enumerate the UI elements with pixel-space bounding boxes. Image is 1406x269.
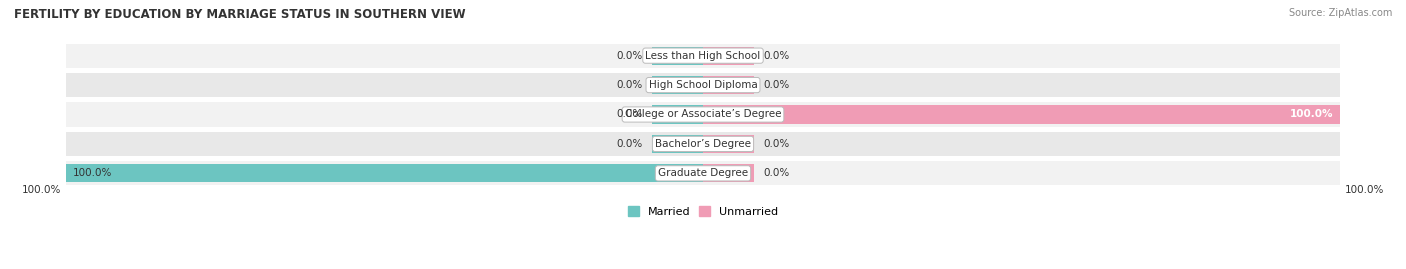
- Bar: [703, 164, 754, 182]
- Text: Source: ZipAtlas.com: Source: ZipAtlas.com: [1288, 8, 1392, 18]
- Text: Bachelor’s Degree: Bachelor’s Degree: [655, 139, 751, 149]
- Text: 100.0%: 100.0%: [1346, 185, 1385, 195]
- Text: 100.0%: 100.0%: [72, 168, 111, 178]
- Bar: [66, 164, 703, 182]
- Text: College or Associate’s Degree: College or Associate’s Degree: [624, 109, 782, 119]
- Bar: [66, 73, 1340, 97]
- Text: 0.0%: 0.0%: [616, 51, 643, 61]
- Bar: [703, 76, 754, 94]
- Text: 0.0%: 0.0%: [763, 51, 790, 61]
- Bar: [703, 47, 754, 65]
- Text: 100.0%: 100.0%: [1291, 109, 1334, 119]
- Legend: Married, Unmarried: Married, Unmarried: [623, 202, 783, 221]
- Text: 0.0%: 0.0%: [616, 139, 643, 149]
- Bar: [652, 135, 703, 153]
- Bar: [66, 161, 1340, 185]
- Bar: [703, 135, 754, 153]
- Bar: [652, 47, 703, 65]
- Text: Graduate Degree: Graduate Degree: [658, 168, 748, 178]
- Bar: [652, 105, 703, 124]
- Bar: [66, 102, 1340, 126]
- Text: Less than High School: Less than High School: [645, 51, 761, 61]
- Text: 0.0%: 0.0%: [763, 80, 790, 90]
- Bar: [652, 76, 703, 94]
- Text: 0.0%: 0.0%: [616, 80, 643, 90]
- Bar: [66, 44, 1340, 68]
- Text: 0.0%: 0.0%: [763, 168, 790, 178]
- Text: 0.0%: 0.0%: [763, 139, 790, 149]
- Bar: [66, 132, 1340, 156]
- Text: 100.0%: 100.0%: [21, 185, 60, 195]
- Text: 0.0%: 0.0%: [616, 109, 643, 119]
- Text: FERTILITY BY EDUCATION BY MARRIAGE STATUS IN SOUTHERN VIEW: FERTILITY BY EDUCATION BY MARRIAGE STATU…: [14, 8, 465, 21]
- Bar: [703, 105, 1340, 124]
- Text: High School Diploma: High School Diploma: [648, 80, 758, 90]
